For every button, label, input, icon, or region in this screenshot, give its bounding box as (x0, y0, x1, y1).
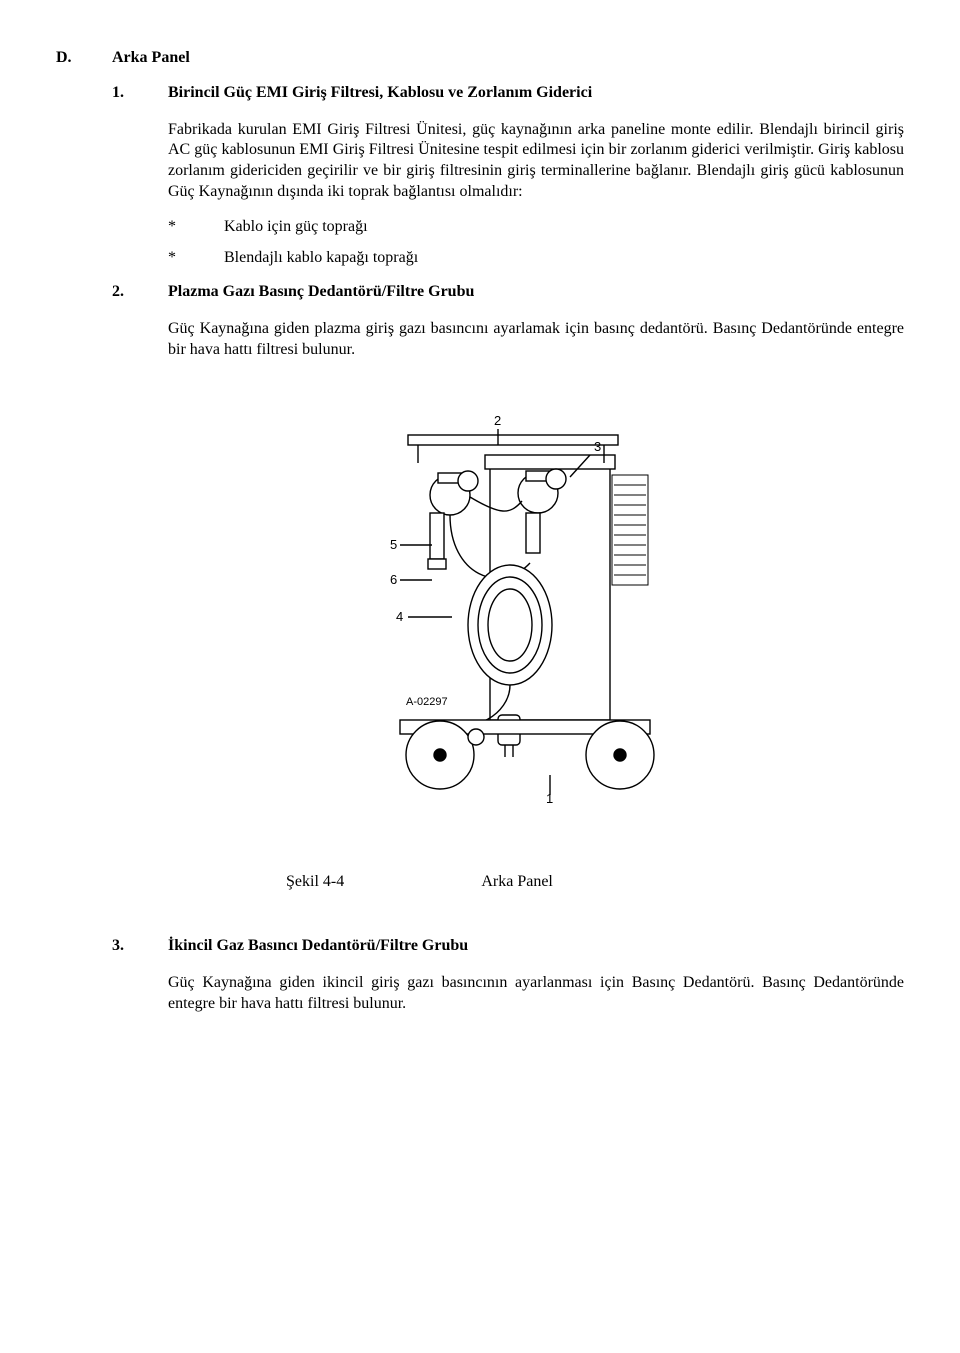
item-title: İkincil Gaz Basıncı Dedantörü/Filtre Gru… (168, 936, 468, 957)
rear-panel-diagram: 2 3 5 6 4 1 A-02297 (300, 385, 660, 805)
item-paragraph: Güç Kaynağına giden ikincil giriş gazı b… (168, 973, 904, 1015)
item-paragraph: Fabrikada kurulan EMI Giriş Filtresi Üni… (168, 120, 904, 203)
item-number: 1. (112, 83, 168, 104)
bullet-item: * Blendajlı kablo kapağı toprağı (168, 248, 904, 269)
bullet-item: * Kablo için güç toprağı (168, 217, 904, 238)
callout-3: 3 (594, 439, 601, 454)
callout-4: 4 (396, 609, 403, 624)
bullet-text: Kablo için güç toprağı (224, 217, 368, 238)
caption-left: Şekil 4-4 (286, 873, 344, 890)
figure-rear-panel: 2 3 5 6 4 1 A-02297 (56, 385, 904, 812)
list-item: 1. Birincil Güç EMI Giriş Filtresi, Kabl… (112, 83, 904, 104)
caption-right: Arka Panel (481, 873, 553, 890)
section-heading: D. Arka Panel (56, 48, 904, 69)
figure-ref: A-02297 (406, 696, 448, 708)
section-title: Arka Panel (112, 48, 190, 69)
bullet-mark: * (168, 217, 224, 238)
bullet-text: Blendajlı kablo kapağı toprağı (224, 248, 418, 269)
figure-caption: Şekil 4-4 Arka Panel (286, 872, 904, 893)
section-letter: D. (56, 48, 112, 69)
callout-2: 2 (494, 413, 501, 428)
callout-1: 1 (546, 791, 553, 805)
item-number: 3. (112, 936, 168, 957)
item-title: Plazma Gazı Basınç Dedantörü/Filtre Grub… (168, 282, 474, 303)
item-number: 2. (112, 282, 168, 303)
item-title: Birincil Güç EMI Giriş Filtresi, Kablosu… (168, 83, 592, 104)
list-item: 2. Plazma Gazı Basınç Dedantörü/Filtre G… (112, 282, 904, 303)
item-paragraph: Güç Kaynağına giden plazma giriş gazı ba… (168, 319, 904, 361)
callout-5: 5 (390, 537, 397, 552)
bullet-mark: * (168, 248, 224, 269)
callout-6: 6 (390, 572, 397, 587)
list-item: 3. İkincil Gaz Basıncı Dedantörü/Filtre … (112, 936, 904, 957)
